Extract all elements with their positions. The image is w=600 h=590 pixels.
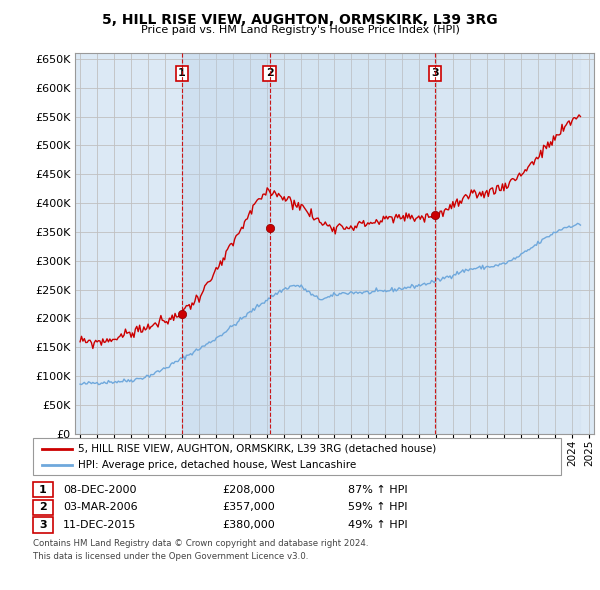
- Text: 3: 3: [39, 520, 47, 530]
- Text: This data is licensed under the Open Government Licence v3.0.: This data is licensed under the Open Gov…: [33, 552, 308, 561]
- Text: 87% ↑ HPI: 87% ↑ HPI: [348, 485, 407, 494]
- Text: 3: 3: [431, 68, 439, 78]
- Text: 49% ↑ HPI: 49% ↑ HPI: [348, 520, 407, 530]
- Text: Price paid vs. HM Land Registry's House Price Index (HPI): Price paid vs. HM Land Registry's House …: [140, 25, 460, 35]
- Text: 5, HILL RISE VIEW, AUGHTON, ORMSKIRK, L39 3RG (detached house): 5, HILL RISE VIEW, AUGHTON, ORMSKIRK, L3…: [78, 444, 436, 454]
- Text: 59% ↑ HPI: 59% ↑ HPI: [348, 503, 407, 512]
- Bar: [269, 53, 436, 434]
- Text: £357,000: £357,000: [222, 503, 275, 512]
- Bar: [182, 53, 269, 434]
- Text: 03-MAR-2006: 03-MAR-2006: [63, 503, 137, 512]
- Text: 11-DEC-2015: 11-DEC-2015: [63, 520, 136, 530]
- Bar: [436, 53, 580, 434]
- Text: 5, HILL RISE VIEW, AUGHTON, ORMSKIRK, L39 3RG: 5, HILL RISE VIEW, AUGHTON, ORMSKIRK, L3…: [102, 13, 498, 27]
- Text: 2: 2: [266, 68, 274, 78]
- Text: 1: 1: [178, 68, 186, 78]
- Text: £208,000: £208,000: [222, 485, 275, 494]
- Text: 2: 2: [39, 503, 47, 512]
- Text: 08-DEC-2000: 08-DEC-2000: [63, 485, 137, 494]
- Text: HPI: Average price, detached house, West Lancashire: HPI: Average price, detached house, West…: [78, 460, 356, 470]
- Text: Contains HM Land Registry data © Crown copyright and database right 2024.: Contains HM Land Registry data © Crown c…: [33, 539, 368, 548]
- Text: 1: 1: [39, 485, 47, 494]
- Text: £380,000: £380,000: [222, 520, 275, 530]
